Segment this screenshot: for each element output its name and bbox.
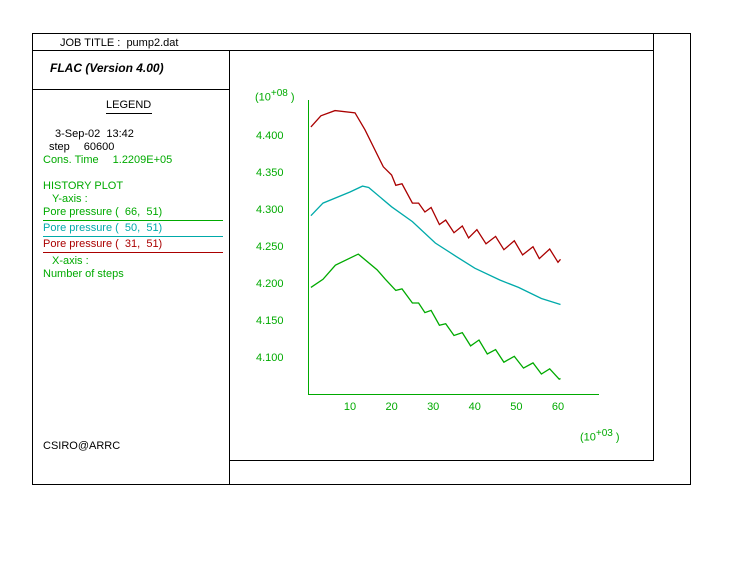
title-divider xyxy=(32,50,654,51)
step-label: step xyxy=(49,141,70,153)
y-tick-label: 4.200 xyxy=(256,278,284,290)
step-value: 60600 xyxy=(83,141,115,153)
plot-right-border xyxy=(653,33,654,461)
job-title-value: pump2.dat xyxy=(126,37,179,49)
x-tick-label: 50 xyxy=(510,401,522,413)
legend-series-cyan: Pore pressure ( 50, 51) xyxy=(43,222,223,237)
frame-left xyxy=(32,33,33,485)
panel-divider xyxy=(229,50,230,485)
legend-series-red: Pore pressure ( 31, 51) xyxy=(43,238,223,253)
plot-bottom-border xyxy=(229,460,654,461)
program-name: FLAC (Version 4.00) xyxy=(50,61,164,75)
legend-cons-time: Cons. Time 1.2209E+05 xyxy=(43,154,172,166)
y-multiplier: (10+08 ) xyxy=(255,88,295,104)
series-line-1 xyxy=(310,185,561,306)
y-mult-exp: +08 xyxy=(270,88,288,99)
x-axis-name: Number of steps xyxy=(43,268,124,280)
legend-title: LEGEND xyxy=(106,99,152,114)
history-plot-label: HISTORY PLOT xyxy=(43,180,124,192)
series-line-0 xyxy=(310,253,561,381)
y-tick-label: 4.250 xyxy=(256,241,284,253)
y-tick-label: 4.350 xyxy=(256,167,284,179)
cons-time-value: 1.2209E+05 xyxy=(112,154,173,166)
frame-top xyxy=(32,33,691,34)
x-tick-label: 60 xyxy=(552,401,564,413)
x-tick-label: 40 xyxy=(469,401,481,413)
x-tick-label: 10 xyxy=(344,401,356,413)
footer-credit: CSIRO@ARRC xyxy=(43,440,121,452)
x-axis-label: X-axis : xyxy=(52,255,89,267)
series-line-2 xyxy=(310,109,561,264)
y-tick-label: 4.300 xyxy=(256,204,284,216)
frame-right xyxy=(690,33,691,485)
x-tick-label: 20 xyxy=(385,401,397,413)
y-tick-label: 4.100 xyxy=(256,352,284,364)
x-mult-exp: +03 xyxy=(595,428,613,439)
frame-bottom xyxy=(32,484,691,485)
legend-step: step 60600 xyxy=(49,141,114,153)
x-multiplier: (10+03 ) xyxy=(580,428,620,444)
legend-series-green: Pore pressure ( 66, 51) xyxy=(43,206,223,221)
x-mult-base: (10 xyxy=(580,431,596,444)
job-title-label: JOB TITLE : xyxy=(60,37,121,49)
program-divider xyxy=(32,89,230,90)
y-axis-label: Y-axis : xyxy=(52,193,88,205)
y-tick-label: 4.400 xyxy=(256,130,284,142)
cons-time-label: Cons. Time xyxy=(43,154,99,166)
x-tick-label: 30 xyxy=(427,401,439,413)
legend-date: 3-Sep-02 13:42 xyxy=(55,128,134,140)
job-title: JOB TITLE : pump2.dat xyxy=(60,37,178,49)
y-mult-base: (10 xyxy=(255,91,271,104)
y-tick-label: 4.150 xyxy=(256,315,284,327)
